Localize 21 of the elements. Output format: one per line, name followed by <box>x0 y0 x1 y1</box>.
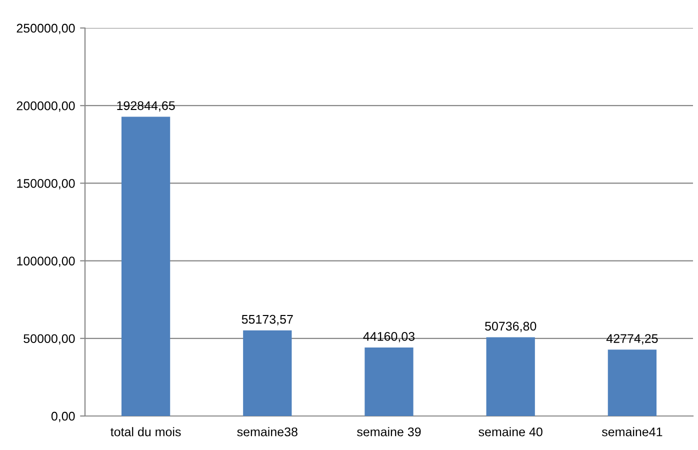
x-tick-label: semaine38 <box>237 427 298 436</box>
data-label: 50736,80 <box>485 322 536 332</box>
data-label: 192844,65 <box>117 101 175 112</box>
x-tick-label: semaine 40 <box>478 427 542 436</box>
y-tick-label: 50000,00 <box>24 334 75 345</box>
x-tick-label: total du mois <box>110 427 181 436</box>
bar <box>121 116 170 416</box>
bar <box>486 337 535 416</box>
y-tick-label: 250000,00 <box>16 24 75 34</box>
bar <box>608 350 657 416</box>
x-tick-label: semaine 39 <box>357 427 421 436</box>
y-tick-label: 0,00 <box>51 412 75 422</box>
bar <box>243 330 292 416</box>
data-label: 42774,25 <box>606 334 658 344</box>
data-label: 44160,03 <box>363 332 415 342</box>
y-tick-label: 150000,00 <box>17 179 75 190</box>
x-tick-label: semaine41 <box>602 427 662 436</box>
y-tick-label: 100000,00 <box>17 256 75 267</box>
bar <box>364 347 414 416</box>
data-label: 55173,57 <box>242 314 293 326</box>
y-tick-label: 200000,00 <box>16 101 75 112</box>
